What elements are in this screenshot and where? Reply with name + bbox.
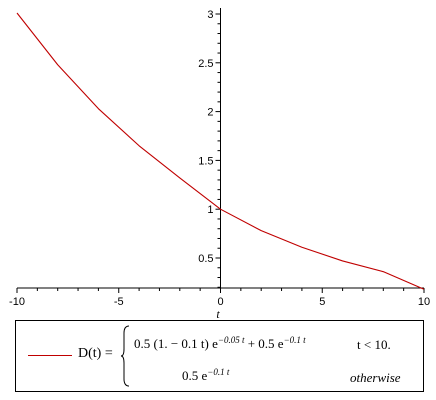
chart-axes [17, 8, 424, 289]
y-tick-label: 2.5 [198, 58, 213, 70]
piecewise-case-2-expression: 0.5 e−0.1 t [182, 367, 230, 383]
y-tick-label: 3 [207, 9, 213, 21]
x-tick-label: 0 [217, 296, 223, 308]
x-tick-label: -10 [9, 296, 25, 308]
piecewise-case-2-condition: otherwise [350, 370, 401, 385]
chart-ticks: -10 -5 0 5 10 0.5 1 1.5 2 2.5 3 [9, 9, 430, 308]
legend-series-label: D(t) = [78, 346, 113, 362]
chart-plot-area: -10 -5 0 5 10 0.5 1 1.5 2 2.5 3 t [9, 8, 430, 320]
y-tick-label: 2 [207, 107, 213, 119]
x-axis-label: t [216, 307, 220, 320]
piecewise-case-1-expression: 0.5 (1. − 0.1 t) e−0.05 t + 0.5 e−0.1 t [134, 335, 306, 351]
y-tick-label: 1.5 [198, 155, 213, 167]
y-tick-label: 1 [207, 204, 213, 216]
piecewise-case-1-condition: t < 10. [357, 337, 391, 352]
series-line-1 [16, 12, 425, 290]
chart-legend: D(t) = 0.5 (1. − 0.1 t) e−0.05 t + 0.5 e… [15, 320, 424, 392]
x-tick-label: 5 [319, 296, 325, 308]
x-tick-label: 10 [418, 296, 430, 308]
legend-series-swatch [28, 355, 72, 356]
piecewise-brace-icon [120, 325, 130, 387]
chart-series-group [16, 12, 425, 290]
legend-label-text: D(t) = [78, 346, 113, 361]
y-tick-label: 0.5 [198, 253, 213, 265]
x-tick-label: -5 [114, 296, 124, 308]
